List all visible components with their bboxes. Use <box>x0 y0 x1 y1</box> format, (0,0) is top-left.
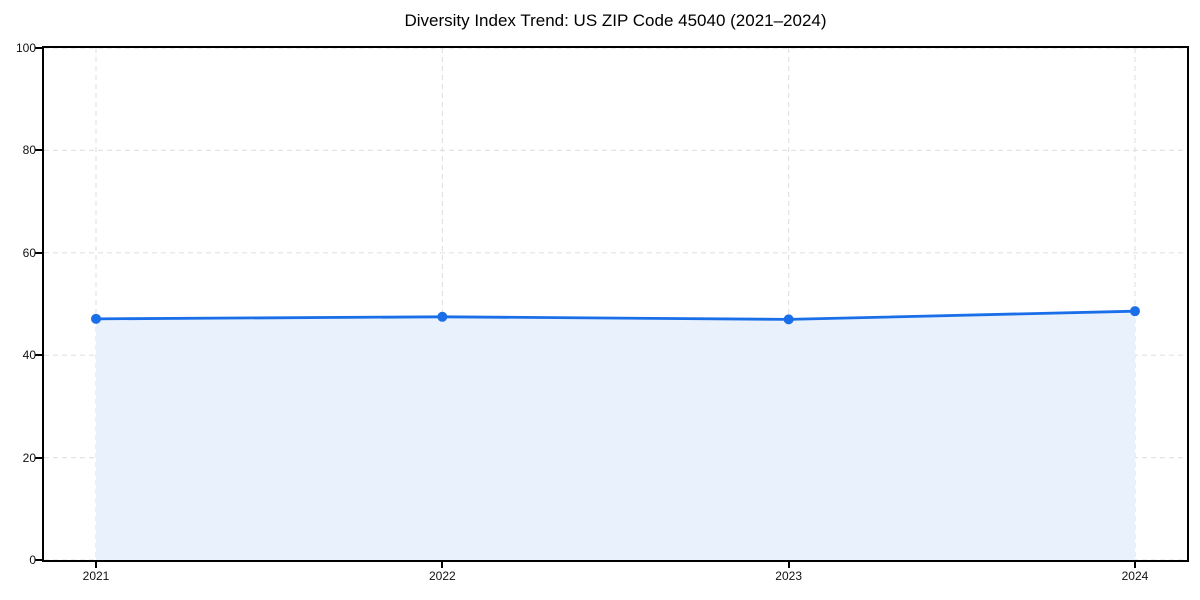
chart-canvas <box>44 48 1187 560</box>
x-tick-label-2024: 2024 <box>1121 569 1149 583</box>
y-tick-label-20: 20 <box>22 450 36 465</box>
y-tick-mark-100 <box>35 47 42 49</box>
y-tick-label-0: 0 <box>29 553 36 567</box>
plot-area <box>42 46 1189 562</box>
x-tick-label-2021: 2021 <box>82 569 110 583</box>
data-point-2021 <box>91 313 102 324</box>
x-tick-label-2023: 2023 <box>775 569 802 583</box>
y-tick-label-80: 80 <box>22 143 36 158</box>
x-tick-label-2022: 2022 <box>428 569 456 583</box>
y-tick-label-60: 60 <box>22 245 36 260</box>
y-tick-mark-40 <box>35 354 42 357</box>
data-point-2024 <box>1129 306 1140 317</box>
y-tick-mark-80 <box>35 149 42 152</box>
area-fill <box>96 311 1135 560</box>
x-tick-mark-2024 <box>1133 562 1136 568</box>
y-tick-label-40: 40 <box>22 348 36 363</box>
trend-line <box>94 309 1137 321</box>
y-tick-mark-0 <box>35 559 42 561</box>
data-point-2023 <box>783 314 794 325</box>
y-tick-label-100: 100 <box>15 41 36 55</box>
x-tick-mark-2023 <box>787 562 790 568</box>
x-tick-mark-2021 <box>95 562 97 568</box>
chart-title: Diversity Index Trend: US ZIP Code 45040… <box>404 11 827 30</box>
data-point-2022 <box>437 311 448 322</box>
x-tick-mark-2022 <box>441 562 444 568</box>
y-tick-mark-20 <box>35 456 42 459</box>
y-tick-mark-60 <box>35 251 42 254</box>
